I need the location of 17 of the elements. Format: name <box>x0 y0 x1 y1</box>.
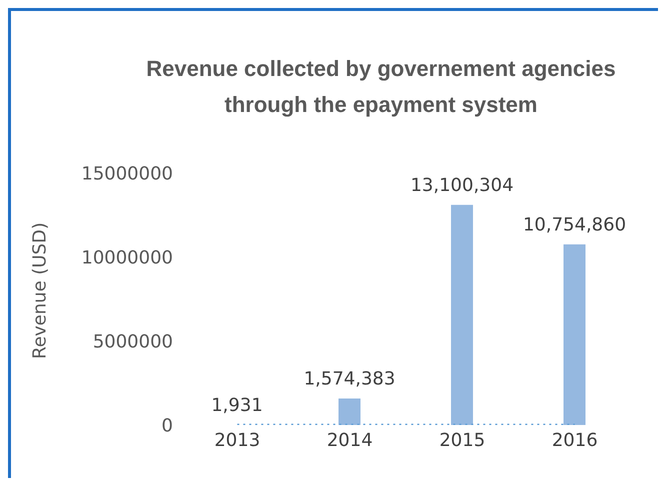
y-tick-label: 5000000 <box>92 331 173 352</box>
data-label: 10,754,860 <box>522 214 626 236</box>
bar <box>451 204 473 425</box>
y-tick-label: 0 <box>162 415 173 436</box>
bar <box>338 398 360 425</box>
bar <box>564 244 586 425</box>
data-label: 1,574,383 <box>304 368 396 390</box>
y-tick-label: 10000000 <box>81 247 173 268</box>
x-tick-label: 2014 <box>326 430 373 451</box>
data-label: 1,931 <box>211 394 263 416</box>
x-tick-label: 2016 <box>552 430 598 451</box>
data-label: 13,100,304 <box>410 174 514 196</box>
x-tick-label: 2015 <box>439 430 486 451</box>
y-axis-title: Revenue (USD) <box>29 222 50 359</box>
y-tick-label: 15000000 <box>81 163 173 184</box>
x-tick-label: 2013 <box>214 430 260 451</box>
chart-title: Revenue collected by governement agencies through the epayment system <box>145 55 617 119</box>
